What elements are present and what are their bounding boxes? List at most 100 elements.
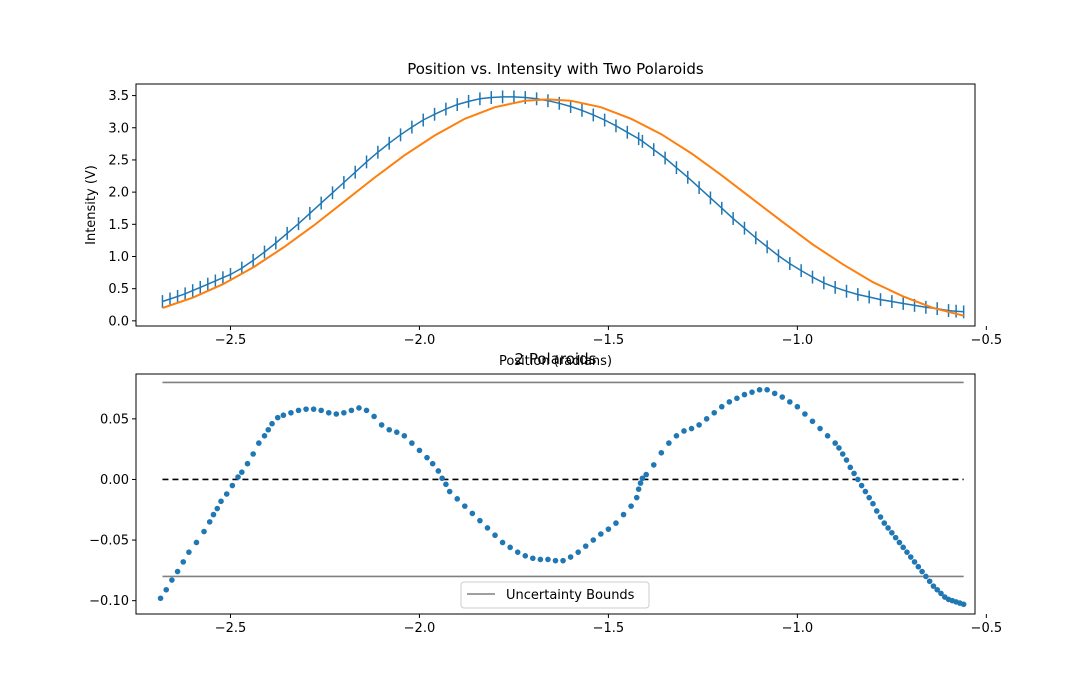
residual-point: [726, 399, 733, 405]
bottom-chart: −2.5 −2.0 −1.5 −1.0 −0.5 0.05 0.00 −0.05 −0.10 2…: [89, 350, 1002, 636]
residual-point: [911, 559, 918, 565]
residual-point: [590, 537, 597, 543]
y-tick-label: 3.0: [108, 121, 129, 136]
residual-point: [938, 590, 944, 597]
residual-point: [244, 460, 251, 467]
residual-point: [201, 528, 207, 535]
residual-point: [764, 386, 770, 393]
residual-point: [310, 406, 317, 412]
residual-point: [824, 433, 831, 439]
residual-point: [552, 557, 559, 564]
residual-point: [429, 460, 436, 467]
residual-point: [378, 422, 385, 428]
residual-point: [530, 555, 536, 562]
residual-point: [926, 578, 933, 585]
residual-point: [787, 399, 793, 405]
residual-point: [218, 498, 224, 505]
residual-point: [256, 440, 262, 446]
residual-point: [639, 475, 646, 482]
residual-point: [341, 409, 347, 416]
residual-point: [817, 425, 823, 432]
residual-point: [836, 445, 842, 451]
residual-point: [923, 573, 929, 580]
x-tick-label: −2.5: [215, 333, 247, 348]
y-tick-label: 1.5: [108, 218, 129, 233]
bottom-chart-plot-area: [157, 381, 967, 608]
residual-point: [446, 488, 453, 495]
residual-point: [469, 510, 476, 517]
residual-point: [582, 543, 589, 549]
residual-point: [484, 525, 491, 531]
x-tick-label: −1.0: [782, 333, 814, 348]
residual-point: [620, 511, 627, 518]
residual-point: [214, 505, 221, 512]
top-chart: −2.5 −2.0 −1.5 −1.0 −0.5 0.0 0.5 1.0 1.5 2.0 2.5 3.…: [84, 60, 1002, 369]
y-tick-label: 2.5: [108, 153, 129, 168]
x-tick-label: −1.5: [593, 333, 625, 348]
residual-point: [239, 469, 245, 475]
residual-point: [545, 556, 551, 563]
residual-point: [348, 407, 355, 414]
residual-point: [666, 440, 672, 446]
residual-point: [492, 532, 498, 539]
bottom-chart-title: 2 Polaroids: [515, 350, 597, 368]
top-chart-plot-area: [161, 90, 965, 319]
legend-label-uncertainty-bounds: Uncertainty Bounds: [506, 588, 635, 603]
residual-point: [514, 549, 521, 555]
residual-point: [409, 440, 415, 446]
residual-point: [386, 426, 393, 433]
residual-point: [186, 549, 192, 555]
residual-point: [454, 496, 461, 502]
residual-point: [318, 407, 324, 414]
residual-point: [779, 394, 786, 400]
residual-point: [650, 462, 657, 468]
residual-point: [575, 549, 581, 555]
residual-point: [881, 520, 888, 526]
residual-point: [771, 390, 778, 397]
residual-point: [688, 425, 695, 432]
residual-point: [934, 586, 941, 593]
residual-point: [896, 539, 903, 546]
fit-curve: [162, 98, 964, 317]
residual-point: [711, 409, 718, 416]
residual-point: [633, 494, 640, 501]
residual-point: [424, 454, 430, 461]
residual-point: [522, 553, 529, 559]
residual-point: [174, 568, 181, 575]
residual-point: [847, 464, 854, 471]
residual-point: [794, 403, 801, 410]
residual-point: [749, 389, 755, 395]
residual-point: [681, 428, 687, 434]
residual-point: [250, 451, 256, 457]
residual-point: [507, 544, 513, 551]
y-tick-label: −0.05: [89, 534, 129, 549]
x-tick-label: −0.5: [971, 621, 1003, 636]
residual-point: [877, 514, 884, 520]
residual-point: [537, 556, 544, 563]
legend-box: [460, 581, 650, 609]
residual-point: [274, 414, 281, 421]
residual-point: [567, 554, 574, 560]
residual-point: [223, 491, 230, 497]
top-chart-ticks: −2.5 −2.0 −1.5 −1.0 −0.5 0.0 0.5 1.0 1.5 2.0 2.5 3.…: [108, 89, 1002, 348]
residual-point: [862, 488, 869, 495]
residual-point: [892, 534, 899, 541]
residual-point: [635, 486, 642, 492]
y-tick-label: 2.0: [108, 186, 129, 201]
residual-point: [839, 451, 846, 457]
x-tick-label: −1.5: [593, 621, 625, 636]
residual-point: [169, 577, 175, 583]
residual-point: [333, 411, 340, 417]
y-tick-label: 1.0: [108, 250, 129, 265]
residual-point: [843, 457, 850, 463]
residual-point: [393, 429, 400, 435]
x-tick-label: −2.0: [404, 333, 436, 348]
residual-point: [560, 557, 566, 564]
x-tick-label: −2.0: [404, 621, 436, 636]
bottom-chart-ticks: −2.5 −2.0 −1.5 −1.0 −0.5 0.05 0.00 −0.05 −0.10: [89, 412, 1002, 636]
bottom-chart-frame: [135, 373, 976, 615]
residual-point: [802, 411, 808, 417]
residual-point: [832, 440, 838, 446]
residual-point: [598, 531, 604, 537]
